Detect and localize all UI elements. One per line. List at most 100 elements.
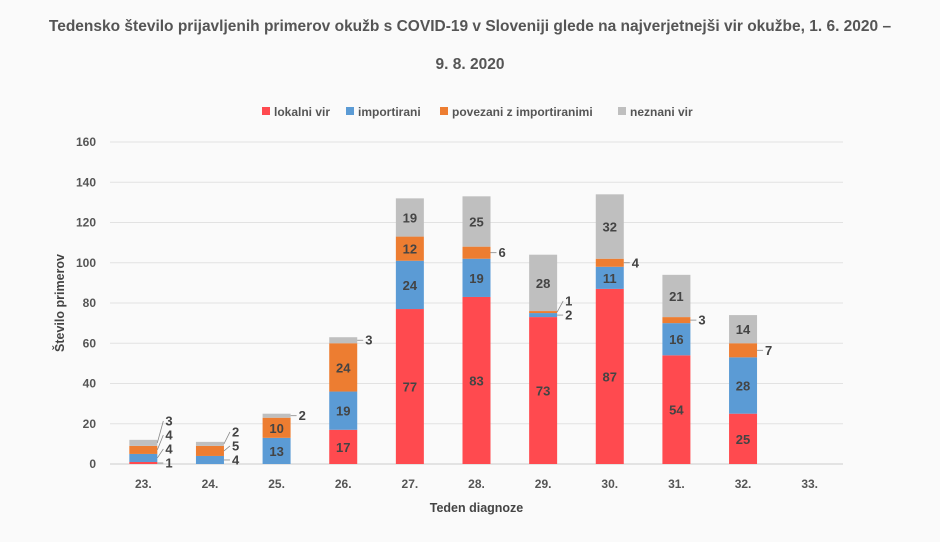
x-tick-label: 24. (202, 477, 219, 491)
bar-segment (262, 413, 291, 418)
data-label: 2 (565, 308, 572, 323)
x-tick-label: 33. (801, 477, 818, 491)
bar-segment (395, 309, 424, 464)
bar-segment (462, 246, 491, 259)
bar-segment (729, 413, 758, 464)
x-tick-label: 25. (268, 477, 285, 491)
data-label: 1 (165, 455, 172, 470)
data-label: 7 (765, 343, 772, 358)
bar-segment (395, 198, 424, 237)
data-label: 3 (365, 333, 372, 348)
legend-label: lokalni vir (274, 105, 330, 119)
data-label: 4 (632, 255, 640, 270)
data-label: 13 (269, 444, 283, 459)
bar-segment (729, 357, 758, 414)
bar-segment (395, 260, 424, 310)
bar-segment (662, 317, 691, 324)
bar-segment (195, 445, 224, 456)
data-label: 11 (603, 271, 617, 286)
data-label: 5 (232, 438, 239, 453)
bar-segment (129, 439, 158, 446)
data-label: 4 (165, 441, 173, 456)
y-tick-label: 160 (76, 135, 96, 149)
legend-label: povezani z importiranimi (452, 105, 593, 119)
bar-segment (729, 343, 758, 358)
data-label: 25 (736, 432, 750, 447)
bar-segment (662, 355, 691, 464)
data-label: 17 (336, 440, 350, 455)
data-label: 24 (403, 278, 418, 293)
data-label: 2 (232, 424, 239, 439)
x-tick-label: 23. (135, 477, 152, 491)
x-tick-label: 31. (668, 477, 685, 491)
bar-segment (595, 258, 624, 267)
chart-title-line1: Tedensko število prijavljenih primerov o… (48, 18, 892, 35)
bar-segment (462, 196, 491, 247)
data-label: 14 (736, 322, 751, 337)
data-label: 3 (165, 413, 172, 428)
x-tick-label: 30. (601, 477, 618, 491)
bar-segment (195, 455, 224, 464)
bar-segment (529, 254, 558, 312)
data-label: 32 (603, 220, 617, 235)
bar-segment (129, 461, 158, 464)
x-axis-title: Teden diagnoze (430, 501, 524, 515)
data-label: 77 (403, 380, 417, 395)
label-leader-line (156, 420, 164, 443)
bar-segment (329, 343, 358, 392)
data-label: 87 (603, 369, 617, 384)
data-label: 19 (469, 271, 483, 286)
bar-segment (595, 288, 624, 464)
y-axis-title: Število primerov (52, 254, 67, 352)
legend-label: importirani (358, 105, 421, 119)
y-tick-label: 20 (83, 417, 97, 431)
legend-swatch (440, 107, 448, 115)
data-label: 10 (269, 421, 283, 436)
y-tick-label: 100 (76, 256, 96, 270)
label-leader-line (556, 300, 564, 313)
label-leader-line (156, 448, 164, 459)
y-tick-label: 140 (76, 175, 96, 189)
y-tick-label: 40 (83, 377, 97, 391)
bar-segment (662, 323, 691, 356)
data-label: 12 (403, 242, 417, 257)
data-label: 21 (669, 289, 683, 304)
data-label: 6 (499, 245, 506, 260)
label-leader-line (223, 445, 231, 452)
bar-segment (529, 311, 558, 314)
legend-label: neznani vir (630, 105, 693, 119)
x-tick-label: 32. (735, 477, 752, 491)
legend-swatch (346, 107, 354, 115)
bar-segment (395, 236, 424, 261)
label-leader-line (223, 431, 231, 445)
y-tick-label: 60 (83, 336, 97, 350)
data-label: 28 (536, 276, 550, 291)
x-tick-label: 26. (335, 477, 352, 491)
bar-segment (462, 258, 491, 297)
chart-title-line2: 9. 8. 2020 (435, 56, 505, 73)
bar-segment (262, 437, 291, 464)
data-label: 3 (698, 313, 705, 328)
data-label: 19 (336, 404, 350, 419)
bar-segment (595, 266, 624, 289)
x-tick-label: 28. (468, 477, 485, 491)
data-label: 1 (565, 294, 572, 309)
data-label: 16 (669, 332, 683, 347)
bar-segment (529, 317, 558, 464)
label-leader-line (156, 434, 164, 451)
y-tick-label: 0 (89, 457, 96, 471)
bar-segment (262, 417, 291, 438)
data-label: 24 (336, 360, 351, 375)
y-tick-label: 80 (83, 296, 97, 310)
x-tick-label: 27. (402, 477, 419, 491)
bar-segment (329, 391, 358, 430)
data-label: 4 (165, 427, 173, 442)
legend-swatch (618, 107, 626, 115)
bar-segment (529, 313, 558, 318)
data-label: 73 (536, 384, 550, 399)
bar-segment (195, 441, 224, 446)
legend-swatch (262, 107, 270, 115)
y-tick-label: 120 (76, 216, 96, 230)
bar-segment (662, 274, 691, 318)
